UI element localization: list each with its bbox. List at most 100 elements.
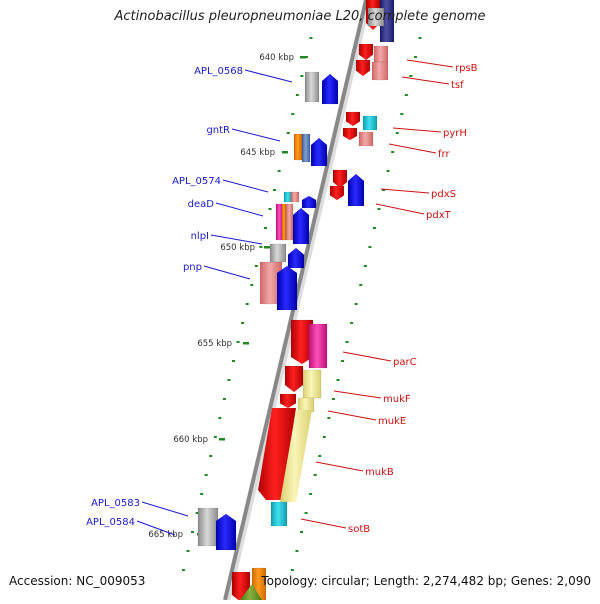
gene-label-left: APL_0583 xyxy=(91,498,140,509)
genome-summary-label: Topology: circular; Length: 2,274,482 bp… xyxy=(261,574,591,588)
tick-dot-right xyxy=(345,341,349,343)
gene-pyrH xyxy=(362,115,378,131)
callout-line-right xyxy=(315,461,364,472)
kbp-tick-label: 655 kbp xyxy=(197,339,232,349)
tick-dot-right xyxy=(382,189,386,191)
tick-dot-left xyxy=(309,37,313,39)
gene-nlpI-block xyxy=(269,243,287,263)
gene-frr-arrow xyxy=(342,127,358,141)
gene-label-left: deaD xyxy=(188,199,215,210)
gene-pdxS-arrow xyxy=(332,169,348,189)
callout-line-right xyxy=(327,410,377,421)
tick-dot-left xyxy=(259,246,263,248)
callout-line-right xyxy=(401,76,450,85)
kbp-tick-mark xyxy=(282,151,288,154)
gene-parC-arrow xyxy=(290,319,314,365)
gene-label-right: pdxS xyxy=(431,189,456,200)
gene-rpsB xyxy=(373,45,389,63)
gene-deaD-arrow xyxy=(292,207,310,245)
gene-rpsB-arrow xyxy=(358,43,374,61)
tick-dot-right xyxy=(372,227,376,229)
gene-label-left: APL_0568 xyxy=(194,66,243,77)
tick-dot-right xyxy=(313,474,317,476)
gene-mukF xyxy=(302,369,322,399)
tick-dot-right xyxy=(368,246,372,248)
gene-tsf xyxy=(371,61,389,81)
tick-dot-right xyxy=(359,284,363,286)
tick-dot-left xyxy=(218,417,222,419)
tick-dot-right xyxy=(386,170,390,172)
gene-pyrH-arrow xyxy=(345,111,361,127)
tick-dot-right xyxy=(413,56,417,58)
gene-tsf-arrow xyxy=(355,59,371,77)
map-title: Actinobacillus pleuropneumoniae L20, com… xyxy=(114,9,486,24)
tick-dot-left xyxy=(209,455,213,457)
tick-dot-left xyxy=(200,493,204,495)
tick-dot-left xyxy=(250,284,254,286)
tick-dot-left xyxy=(277,170,281,172)
tick-dot-left xyxy=(232,360,236,362)
tick-dot-right xyxy=(409,75,413,77)
tick-dot-right xyxy=(295,550,299,552)
gene-label-left: APL_0574 xyxy=(172,176,221,187)
gene-APL_0574 xyxy=(290,191,300,203)
gene-sotB xyxy=(270,501,288,527)
callout-line-left xyxy=(222,179,269,193)
tick-dot-left xyxy=(222,398,226,400)
kbp-tick-mark xyxy=(219,438,225,441)
tick-dot-right xyxy=(318,455,322,457)
tick-dot-left xyxy=(268,208,272,210)
tick-dot-right xyxy=(350,322,354,324)
callout-line-right xyxy=(300,518,347,529)
gene-label-right: mukB xyxy=(365,467,394,478)
gene-gntR xyxy=(310,137,328,167)
tick-dot-right xyxy=(404,94,408,96)
gene-frr xyxy=(358,131,374,147)
gene-label-left: APL_0584 xyxy=(86,517,135,528)
tick-dot-right xyxy=(363,265,367,267)
gene-mukB-arrow xyxy=(258,408,296,500)
kbp-tick-label: 645 kbp xyxy=(240,148,275,158)
callout-line-left xyxy=(203,265,251,280)
gene-APL_0584 xyxy=(215,513,237,551)
tick-dot-right xyxy=(391,151,395,153)
tick-dot-right xyxy=(290,569,294,571)
callout-line-right xyxy=(333,390,382,399)
tick-dot-left xyxy=(263,227,267,229)
callout-line-right xyxy=(380,188,430,194)
kbp-tick-label: 640 kbp xyxy=(259,53,294,63)
tick-dot-left xyxy=(204,474,208,476)
gene-label-right: mukE xyxy=(378,416,406,427)
gene-pdxS xyxy=(347,173,365,207)
tick-dot-left xyxy=(245,303,249,305)
tick-dot-left xyxy=(254,265,258,267)
kbp-tick-label: 665 kbp xyxy=(148,530,183,540)
tick-dot-right xyxy=(322,436,326,438)
gene-label-right: pdxT xyxy=(426,210,452,221)
callout-line-left xyxy=(215,202,264,217)
kbp-tick-mark xyxy=(300,56,306,59)
kbp-tick-mark xyxy=(264,246,270,249)
tick-dot-right xyxy=(327,417,331,419)
gene-deaD-orange xyxy=(281,203,287,241)
gene-nlpI xyxy=(287,247,305,269)
callout-line-left xyxy=(231,128,281,142)
gene-label-right: parC xyxy=(393,357,417,368)
kbp-tick-label: 650 kbp xyxy=(220,243,255,253)
tick-dot-right xyxy=(418,37,422,39)
tick-dot-left xyxy=(286,132,290,134)
gene-bottom-olive xyxy=(240,584,262,600)
gene-label-right: sotB xyxy=(348,524,370,535)
tick-dot-right xyxy=(354,303,358,305)
gene-label-right: tsf xyxy=(451,80,464,91)
gene-label-left: nlpI xyxy=(191,231,209,242)
tick-dot-right xyxy=(395,132,399,134)
tick-dot-left xyxy=(191,531,195,533)
tick-dot-left xyxy=(181,569,185,571)
gene-gntR-orange xyxy=(293,133,303,161)
gene-pnp xyxy=(276,265,298,311)
gene-label-left: gntR xyxy=(206,125,230,136)
gene-APL_0568-block xyxy=(304,71,320,103)
gene-label-right: pyrH xyxy=(443,128,467,139)
